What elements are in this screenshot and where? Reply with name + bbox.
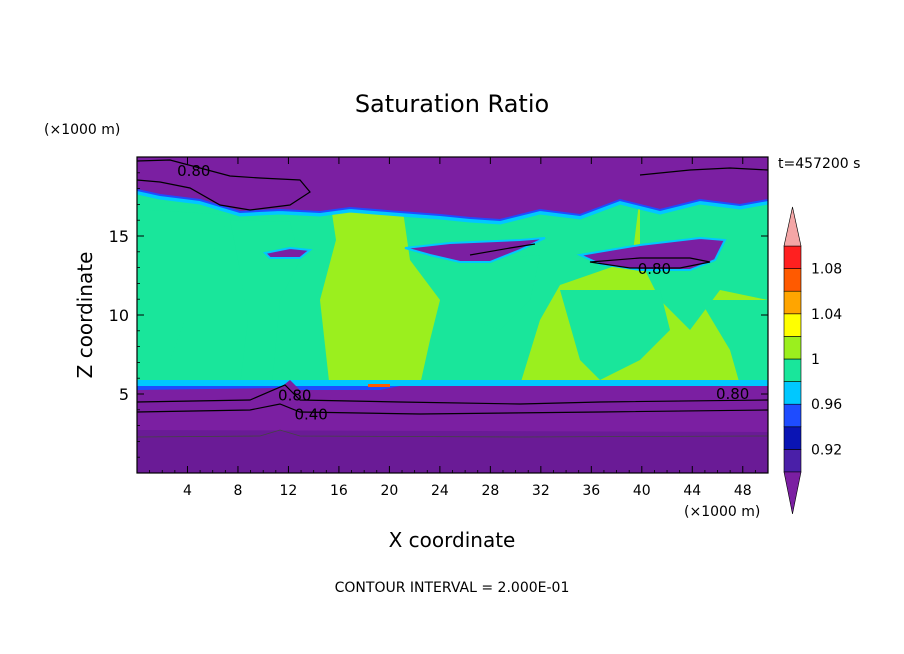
colorbar-level bbox=[783, 313, 802, 337]
contour-label: 0.40 bbox=[294, 406, 327, 424]
colorbar-level bbox=[783, 268, 802, 292]
colorbar-level bbox=[783, 336, 802, 360]
y-axis-unit: (×1000 m) bbox=[44, 122, 120, 138]
contour-label: 0.80 bbox=[177, 162, 210, 180]
contour-label: 0.80 bbox=[278, 387, 311, 405]
x-tick-label: 20 bbox=[380, 483, 398, 499]
field-upper-blue-rim bbox=[137, 189, 768, 222]
time-label: t=457200 s bbox=[778, 156, 860, 172]
field-teal-region bbox=[700, 300, 768, 385]
field-mid-dry-streak bbox=[404, 237, 546, 263]
field-upper-dry bbox=[137, 157, 768, 220]
x-tick-label: 48 bbox=[734, 483, 752, 499]
y-tick-label: 15 bbox=[109, 227, 129, 246]
y-tick-label: 10 bbox=[109, 306, 129, 325]
field-mid-dry-streak bbox=[262, 246, 313, 259]
colorbar-under-triangle bbox=[783, 471, 802, 515]
colorbar-level bbox=[783, 449, 802, 473]
x-axis-unit: (×1000 m) bbox=[684, 504, 760, 520]
colorbar-level bbox=[783, 403, 802, 428]
field-upper-cyan-rim bbox=[137, 189, 768, 225]
x-axis-ticks: 4 8 12 16 20 24 28 32 36 40 44 48 bbox=[149, 157, 756, 499]
contour-lines bbox=[137, 159, 768, 438]
y-axis-ticks: 5 10 15 bbox=[109, 172, 768, 458]
colorbar-tick-label: 0.96 bbox=[811, 397, 842, 413]
colorbar-ticks: 0.92 0.96 1 1.04 1.08 bbox=[811, 262, 842, 459]
colorbar-level bbox=[783, 245, 802, 269]
colorbar-level bbox=[783, 290, 802, 315]
x-tick-label: 8 bbox=[233, 483, 242, 499]
field-teal-region bbox=[230, 220, 300, 385]
contour-label: 0.80 bbox=[716, 385, 749, 403]
x-tick-label: 32 bbox=[532, 483, 550, 499]
field-lower-darker bbox=[137, 430, 768, 473]
colorbar-tick-label: 0.92 bbox=[811, 442, 842, 458]
x-tick-label: 4 bbox=[183, 483, 192, 499]
field-teal-region bbox=[150, 210, 230, 385]
x-tick-label: 36 bbox=[582, 483, 600, 499]
contour-interval-note: CONTOUR INTERVAL = 2.000E-01 bbox=[335, 580, 570, 596]
x-tick-label: 44 bbox=[683, 483, 701, 499]
y-tick-label: 5 bbox=[119, 385, 129, 404]
x-axis-label: X coordinate bbox=[389, 528, 516, 552]
colorbar-level bbox=[783, 426, 802, 450]
colorbar-over-triangle bbox=[783, 206, 802, 247]
x-tick-label: 28 bbox=[481, 483, 499, 499]
contour-labels: 0.800.800.80 0.800.40 bbox=[177, 162, 749, 423]
colorbar-tick-label: 1.08 bbox=[811, 262, 842, 278]
y-axis-label: Z coordinate bbox=[73, 252, 97, 379]
colorbar-level bbox=[783, 358, 802, 382]
colorbar-tick-label: 1.04 bbox=[811, 307, 842, 323]
field-teal-region bbox=[470, 255, 540, 330]
field-teal-region bbox=[560, 290, 670, 380]
chart-title: Saturation Ratio bbox=[355, 90, 549, 118]
x-tick-label: 24 bbox=[431, 483, 449, 499]
colorbar bbox=[783, 206, 802, 515]
heatmap-field bbox=[137, 157, 768, 473]
x-tick-label: 40 bbox=[633, 483, 651, 499]
field-orange-spot bbox=[368, 384, 390, 387]
x-tick-label: 16 bbox=[330, 483, 348, 499]
colorbar-tick-label: 1 bbox=[811, 352, 820, 368]
contour-label: 0.80 bbox=[638, 260, 671, 278]
x-tick-label: 12 bbox=[280, 483, 298, 499]
colorbar-level bbox=[783, 381, 802, 405]
